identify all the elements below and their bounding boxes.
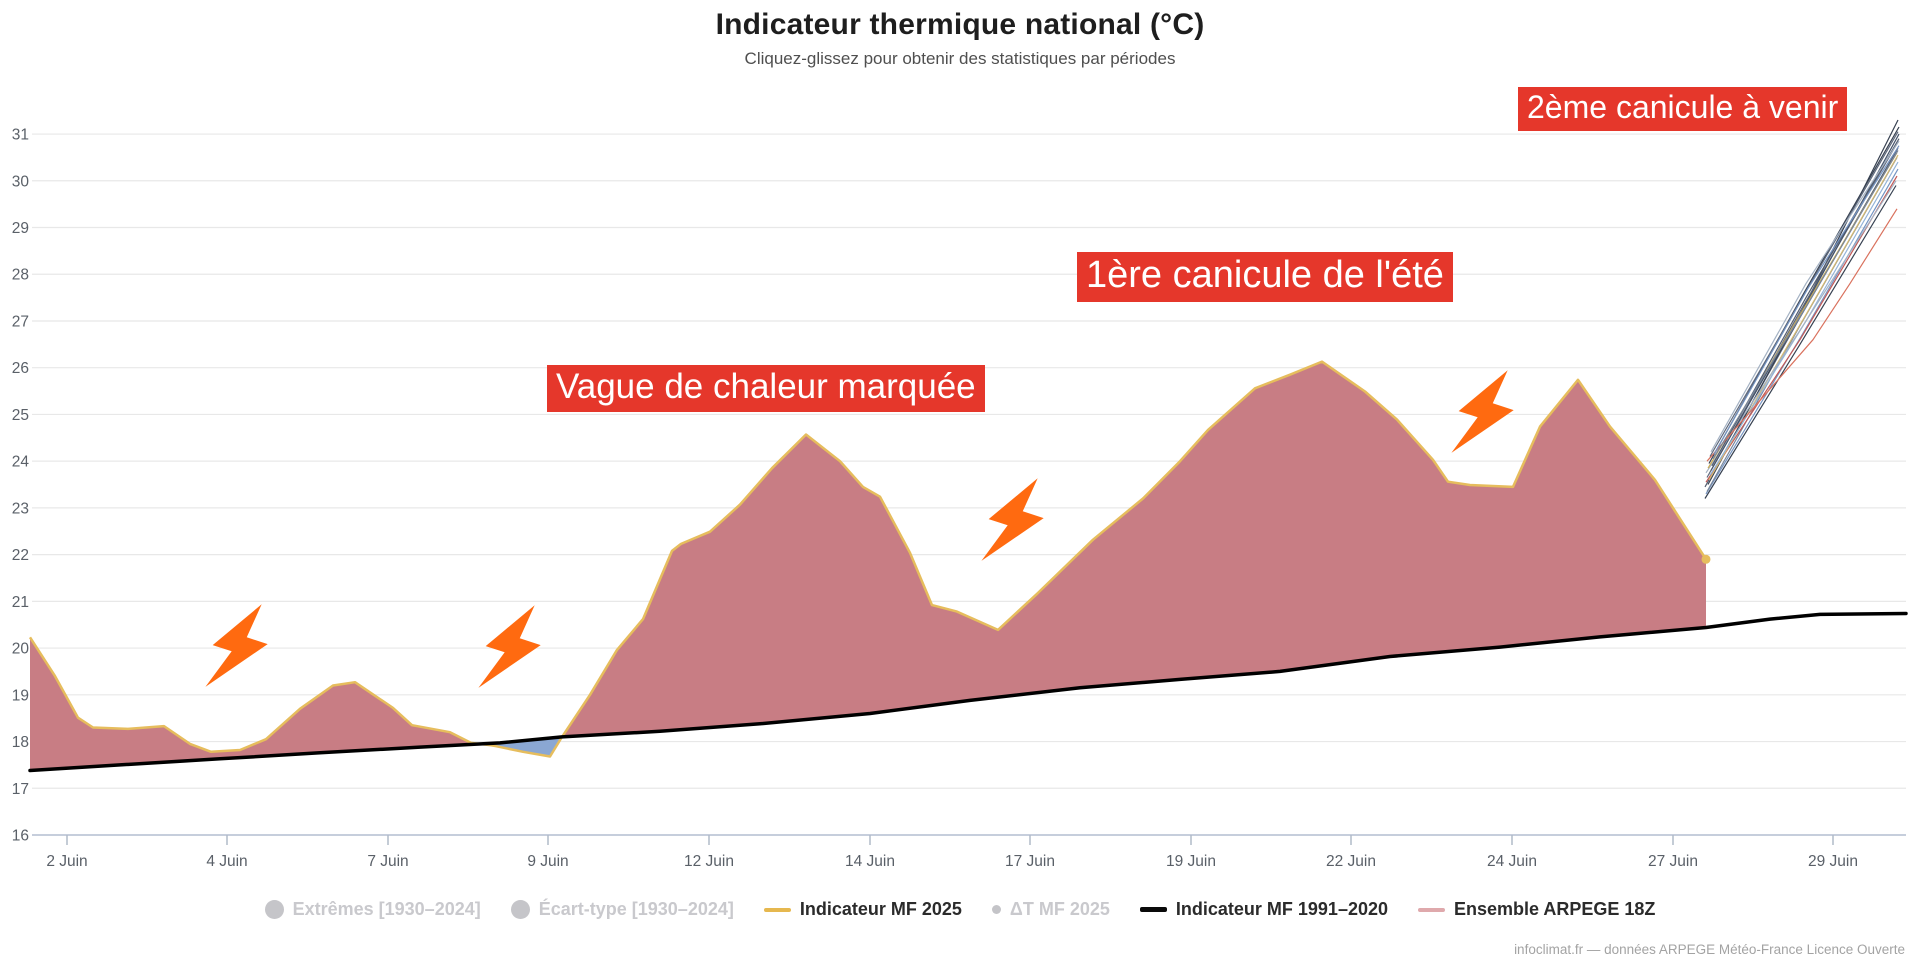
svg-text:24 Juin: 24 Juin (1487, 853, 1537, 870)
svg-text:29 Juin: 29 Juin (1808, 853, 1858, 870)
annotation-canicule-2: 2ème canicule à venir (1518, 87, 1848, 131)
x-axis-labels: 2 Juin 4 Juin 7 Juin 9 Juin 12 Juin 14 Juin 17… (46, 853, 1858, 870)
svg-text:31: 31 (12, 127, 29, 144)
legend-label: Indicateur MF 2025 (799, 899, 962, 919)
area-above-normal (30, 361, 1706, 771)
lightning-icon (205, 604, 268, 687)
svg-text:27 Juin: 27 Juin (1648, 853, 1698, 870)
svg-text:23: 23 (12, 500, 29, 517)
svg-text:12 Juin: 12 Juin (684, 853, 734, 870)
svg-text:25: 25 (12, 407, 29, 424)
x-axis (32, 834, 1906, 845)
page-subtitle: Cliquez-glissez pour obtenir des statist… (744, 49, 1176, 68)
svg-text:19 Juin: 19 Juin (1166, 853, 1216, 870)
lightning-icon (478, 605, 541, 688)
page-title: Indicateur thermique national (°C) (715, 8, 1205, 41)
svg-text:20: 20 (12, 641, 30, 658)
annotation-vague-chaleur: Vague de chaleur marquée (547, 365, 985, 412)
legend-extremes[interactable]: Extrêmes [1930–2024] (264, 899, 481, 920)
svg-text:2 Juin: 2 Juin (46, 853, 87, 870)
svg-text:30: 30 (12, 173, 30, 190)
svg-text:18: 18 (12, 734, 29, 751)
legend-label: Indicateur MF 1991–2020 (1175, 899, 1388, 919)
plot-area[interactable] (32, 95, 1906, 835)
chart-legend: Extrêmes [1930–2024] Écart-type [1930–202… (0, 899, 1920, 920)
svg-text:21: 21 (12, 594, 29, 611)
svg-text:28: 28 (12, 267, 29, 284)
legend-ensemble[interactable]: Ensemble ARPEGE 18Z (1418, 899, 1655, 920)
svg-text:24: 24 (12, 454, 30, 471)
legend-indicateur-2025[interactable]: Indicateur MF 2025 (763, 899, 962, 920)
svg-text:4 Juin: 4 Juin (206, 853, 247, 870)
line-marker-icon (1139, 907, 1167, 912)
svg-text:17: 17 (12, 781, 29, 798)
lightning-icon (981, 478, 1044, 561)
svg-text:26: 26 (12, 360, 29, 377)
svg-text:9 Juin: 9 Juin (527, 853, 568, 870)
annotation-canicule-1: 1ère canicule de l'été (1077, 252, 1453, 302)
legend-label: Écart-type [1930–2024] (538, 899, 734, 919)
svg-text:14 Juin: 14 Juin (845, 853, 895, 870)
area-below-normal (491, 736, 562, 757)
svg-text:27: 27 (12, 313, 29, 330)
svg-text:22 Juin: 22 Juin (1326, 853, 1376, 870)
footer-credit: infoclimat.fr — données ARPEGE Météo-Fra… (1514, 942, 1905, 957)
series-indicateur-normale (28, 611, 1908, 773)
line-marker-icon (1418, 907, 1445, 912)
svg-text:7 Juin: 7 Juin (367, 853, 408, 870)
lightning-icon (1451, 370, 1514, 453)
legend-label: Ensemble ARPEGE 18Z (1454, 899, 1656, 919)
svg-text:22: 22 (12, 547, 29, 564)
legend-label: ΔT MF 2025 (1009, 899, 1110, 919)
series-end-dot (1701, 554, 1711, 564)
svg-text:16: 16 (12, 828, 29, 845)
legend-normale[interactable]: Indicateur MF 1991–2020 (1139, 899, 1388, 920)
dot-marker-icon (991, 905, 1001, 914)
circle-marker-icon (510, 900, 530, 919)
legend-label: Extrêmes [1930–2024] (292, 899, 481, 919)
circle-marker-icon (264, 900, 284, 919)
line-marker-icon (763, 907, 791, 912)
svg-text:29: 29 (12, 220, 29, 237)
legend-ecart-type[interactable]: Écart-type [1930–2024] (510, 899, 734, 920)
svg-text:17 Juin: 17 Juin (1005, 853, 1055, 870)
y-axis-labels: 16 17 18 19 20 21 22 23 24 25 26 27 28 29 30 31 (12, 127, 30, 845)
svg-text:19: 19 (12, 687, 29, 704)
series-ensemble-arpege (1704, 119, 1900, 499)
series-indicateur-2025 (28, 360, 1708, 758)
legend-delta-t[interactable]: ΔT MF 2025 (991, 899, 1110, 920)
